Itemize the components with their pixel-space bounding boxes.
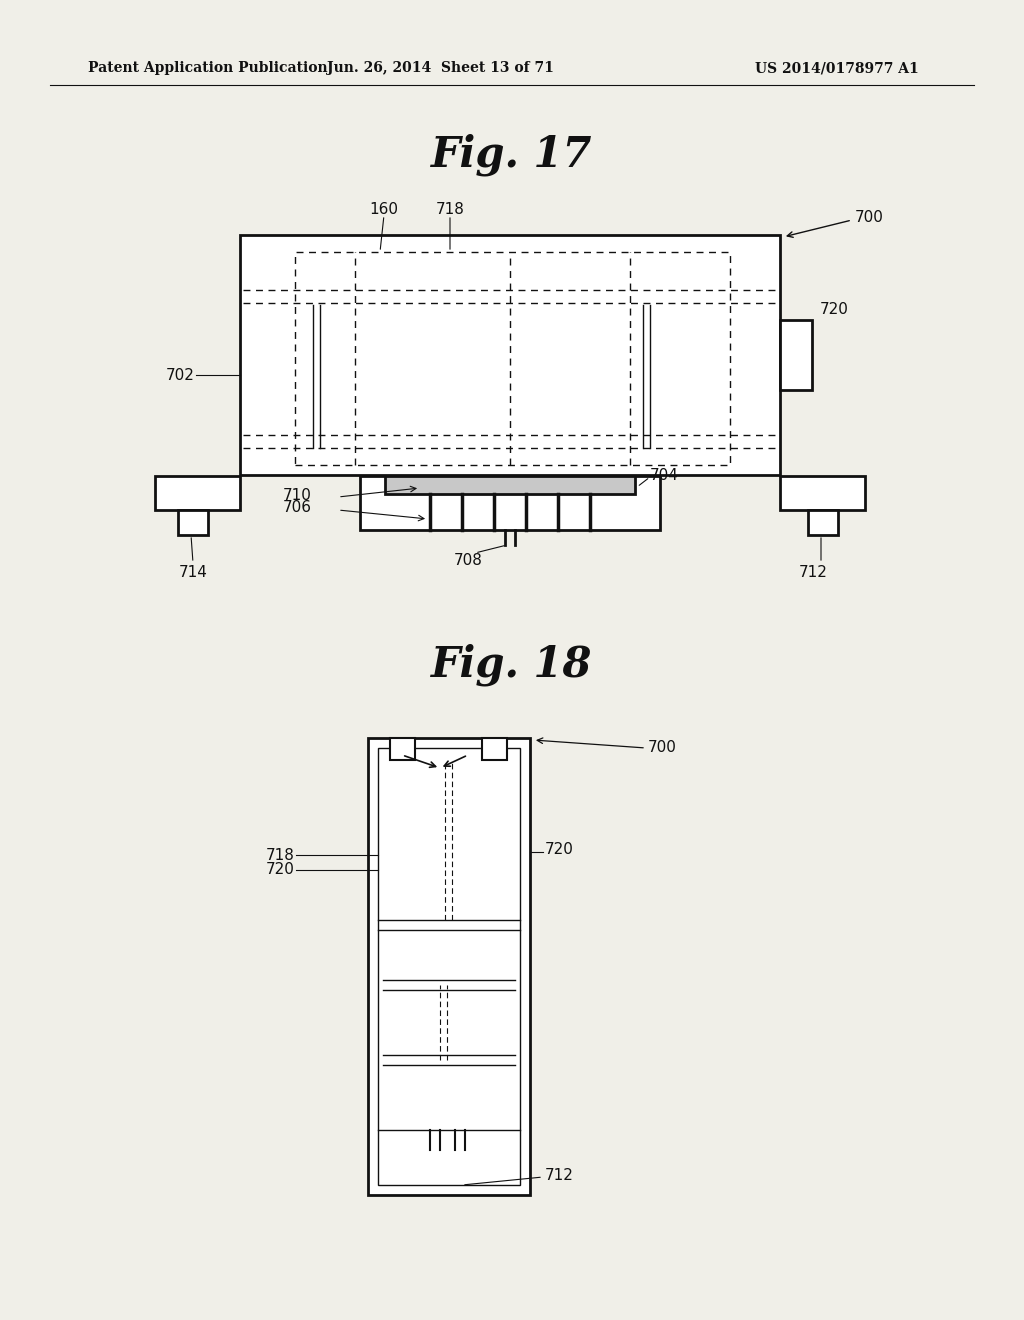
Text: 714: 714 [178, 565, 208, 579]
Text: 700: 700 [855, 210, 884, 226]
Text: 710: 710 [283, 487, 312, 503]
Text: 704: 704 [650, 469, 679, 483]
Text: 160: 160 [370, 202, 398, 218]
Text: 712: 712 [799, 565, 827, 579]
Text: Jun. 26, 2014  Sheet 13 of 71: Jun. 26, 2014 Sheet 13 of 71 [327, 61, 553, 75]
Text: 712: 712 [545, 1167, 573, 1183]
Text: 720: 720 [545, 842, 573, 858]
Text: Fig. 18: Fig. 18 [431, 644, 593, 686]
Bar [378, 748, 520, 1185]
Text: 708: 708 [454, 553, 482, 568]
Bar [482, 738, 507, 760]
Bar [155, 477, 240, 510]
Text: Fig. 17: Fig. 17 [431, 133, 593, 177]
Text: 700: 700 [648, 741, 677, 755]
Bar [808, 510, 838, 535]
Bar [240, 235, 780, 475]
Bar [385, 477, 635, 494]
Bar [368, 738, 530, 1195]
Text: Patent Application Publication: Patent Application Publication [88, 61, 328, 75]
Bar [360, 477, 660, 531]
Text: 718: 718 [435, 202, 465, 218]
Bar [780, 319, 812, 389]
Text: 702: 702 [166, 367, 195, 383]
Text: 720: 720 [266, 862, 295, 878]
Text: US 2014/0178977 A1: US 2014/0178977 A1 [755, 61, 919, 75]
Text: 706: 706 [283, 500, 312, 516]
Text: 720: 720 [820, 302, 849, 318]
Bar [780, 477, 865, 510]
Bar [390, 738, 415, 760]
Bar [178, 510, 208, 535]
Text: 718: 718 [266, 847, 295, 862]
Bar [295, 252, 730, 465]
